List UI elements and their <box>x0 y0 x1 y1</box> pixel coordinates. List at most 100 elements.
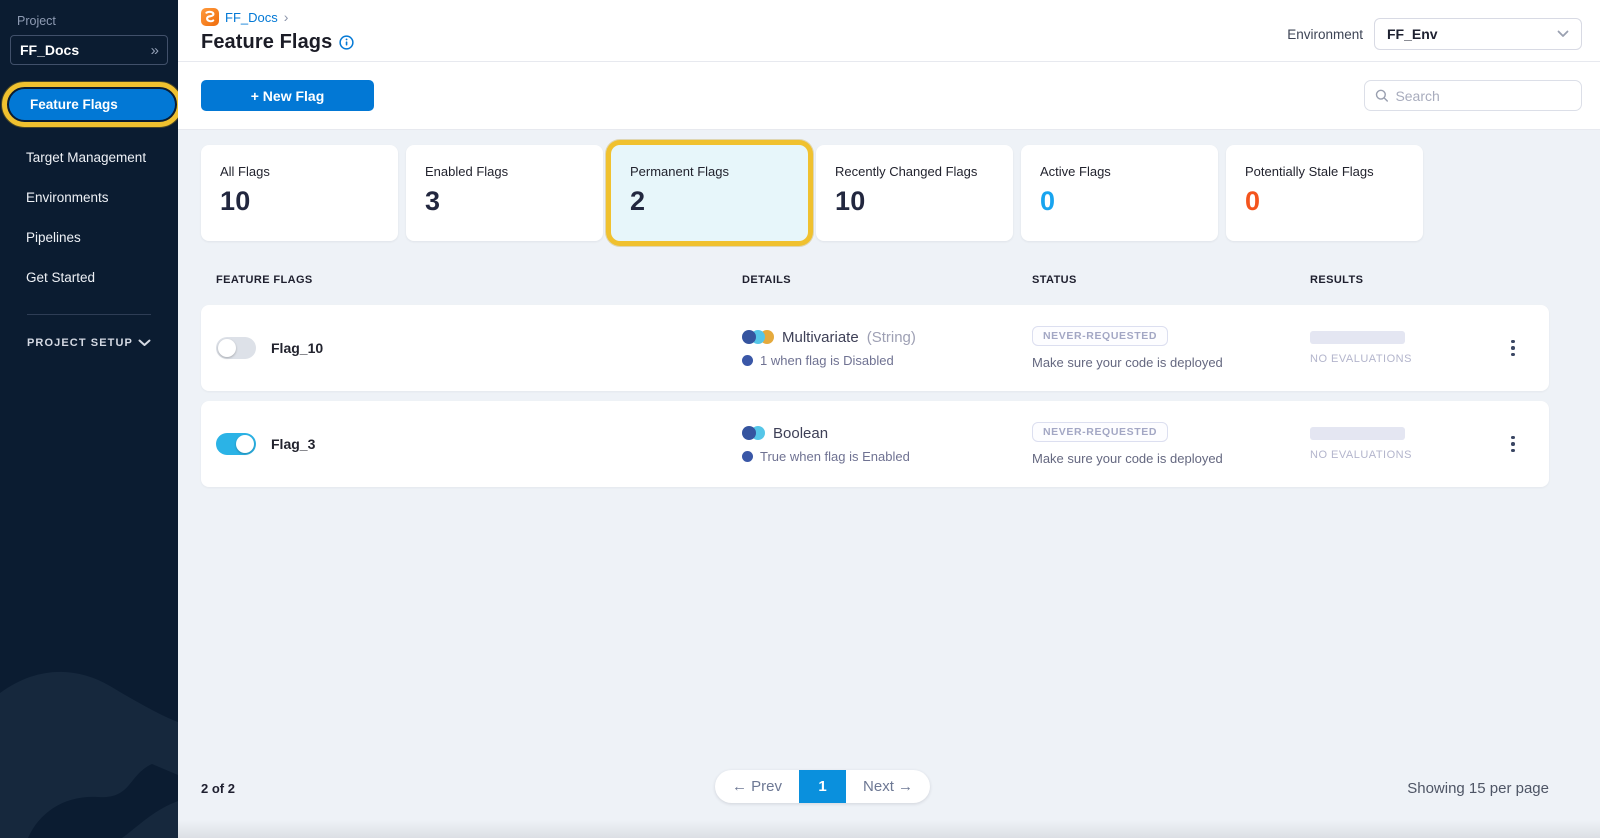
title-row: Feature Flags <box>201 31 354 54</box>
sidebar: Project FF_Docs » Feature Flags Target M… <box>0 0 178 838</box>
footer: 2 of 2 ← Prev 1 Next → Showing 15 per pa… <box>201 756 1549 820</box>
stat-value: 3 <box>425 186 441 216</box>
details-cell: Boolean True when flag is Enabled <box>742 425 1032 464</box>
breadcrumb-chevron-icon: › <box>283 9 289 25</box>
current-page-button[interactable]: 1 <box>799 770 847 803</box>
project-label: Project <box>17 14 56 28</box>
sidebar-item-feature-flags[interactable]: Feature Flags <box>9 89 175 120</box>
stat-label: Potentially Stale Flags <box>1245 164 1374 179</box>
stat-label: Permanent Flags <box>630 164 729 179</box>
flag-name[interactable]: Flag_10 <box>271 340 324 356</box>
info-icon[interactable] <box>339 35 354 50</box>
stat-value: 2 <box>630 186 646 216</box>
per-page-text: Showing 15 per page <box>1407 779 1549 797</box>
variant-dot <box>742 426 756 440</box>
table-header: FEATURE FLAGS DETAILS STATUS RESULTS <box>201 265 1549 295</box>
sidebar-decorative-waves <box>0 671 178 838</box>
flag-toggle[interactable] <box>216 337 256 359</box>
flag-cell: Flag_10 <box>216 337 742 359</box>
results-cell: NO EVALUATIONS <box>1310 427 1493 461</box>
toolbar: + New Flag <box>178 62 1600 130</box>
flag-type: Boolean <box>773 424 829 442</box>
results-text: NO EVALUATIONS <box>1310 353 1412 365</box>
status-text: Make sure your code is deployed <box>1032 355 1223 370</box>
default-rule-text: 1 when flag is Disabled <box>760 352 894 368</box>
stat-value: 0 <box>1040 186 1056 216</box>
variant-dot <box>742 330 756 344</box>
status-cell: NEVER-REQUESTED Make sure your code is d… <box>1032 422 1310 466</box>
stat-value: 10 <box>835 186 866 216</box>
default-variation-dot-icon <box>742 354 753 366</box>
stat-value: 10 <box>220 186 251 216</box>
row-menu-kebab-icon[interactable] <box>1499 427 1527 461</box>
sidebar-item-pipelines[interactable]: Pipelines <box>26 229 81 245</box>
search-input[interactable] <box>1395 87 1571 104</box>
column-header-details: DETAILS <box>742 274 792 286</box>
project-setup-section[interactable]: PROJECT SETUP <box>10 337 168 349</box>
row-menu-kebab-icon[interactable] <box>1499 331 1527 365</box>
harness-ff-logo-icon <box>201 8 219 26</box>
stat-card-all-flags[interactable]: All Flags 10 <box>201 145 398 241</box>
column-header-feature-flags: FEATURE FLAGS <box>216 274 313 286</box>
pagination: ← Prev 1 Next → <box>715 770 931 803</box>
table-row[interactable]: Flag_10 Multivariate (String) 1 when fla… <box>201 305 1549 391</box>
multivariate-variants-icon <box>742 330 774 344</box>
stat-card-enabled-flags[interactable]: Enabled Flags 3 <box>406 145 603 241</box>
sidebar-item-target-management[interactable]: Target Management <box>26 149 147 165</box>
breadcrumb-project-link[interactable]: FF_Docs <box>225 9 278 25</box>
project-setup-label: PROJECT SETUP <box>27 337 133 349</box>
header-left: FF_Docs › Feature Flags <box>201 7 354 61</box>
prev-page-button[interactable]: ← Prev <box>732 778 783 795</box>
expand-sidebar-icon[interactable]: » <box>150 41 159 59</box>
content: All Flags 10 Enabled Flags 3 Permanent F… <box>178 130 1600 820</box>
boolean-variants-icon <box>742 426 765 440</box>
main-area: FF_Docs › Feature Flags Environment FF_E… <box>178 0 1600 838</box>
table-row[interactable]: Flag_3 Boolean True when flag is Enabled… <box>201 401 1549 487</box>
stat-card-permanent-flags[interactable]: Permanent Flags 2 <box>611 145 808 241</box>
feature-flags-annotation-ring: Feature Flags <box>2 82 178 127</box>
default-rule-text: True when flag is Enabled <box>760 448 910 464</box>
sidebar-item-environments[interactable]: Environments <box>26 189 109 205</box>
column-header-status: STATUS <box>1032 274 1077 286</box>
sidebar-item-get-started[interactable]: Get Started <box>26 269 96 285</box>
stat-label: Active Flags <box>1040 164 1111 179</box>
status-badge: NEVER-REQUESTED <box>1032 422 1169 442</box>
stat-value: 0 <box>1245 186 1261 216</box>
breadcrumb: FF_Docs › <box>201 7 354 27</box>
project-selector[interactable]: FF_Docs » <box>10 35 168 65</box>
new-flag-button[interactable]: + New Flag <box>201 80 374 111</box>
next-page-button[interactable]: Next → <box>863 778 914 795</box>
sidebar-divider <box>27 314 151 315</box>
details-cell: Multivariate (String) 1 when flag is Dis… <box>742 329 1032 368</box>
sidebar-nav: Target Management Environments Pipelines… <box>10 137 168 297</box>
toggle-knob <box>236 435 254 453</box>
search-icon <box>1375 89 1388 102</box>
stat-label: All Flags <box>220 164 270 179</box>
bottom-edge-gradient <box>178 820 1600 838</box>
page-header: FF_Docs › Feature Flags Environment FF_E… <box>178 0 1600 62</box>
chevron-down-icon <box>138 339 151 346</box>
flag-cell: Flag_3 <box>216 433 742 455</box>
stats-row: All Flags 10 Enabled Flags 3 Permanent F… <box>201 145 1549 241</box>
stat-card-potentially-stale-flags[interactable]: Potentially Stale Flags 0 <box>1226 145 1423 241</box>
stat-label: Recently Changed Flags <box>835 164 978 179</box>
row-count: 2 of 2 <box>201 780 235 796</box>
environment-value: FF_Env <box>1387 26 1438 42</box>
evaluations-bar <box>1310 427 1405 440</box>
flag-toggle[interactable] <box>216 433 256 455</box>
search-box[interactable] <box>1364 80 1582 111</box>
status-text: Make sure your code is deployed <box>1032 451 1223 466</box>
status-cell: NEVER-REQUESTED Make sure your code is d… <box>1032 326 1310 370</box>
flag-name[interactable]: Flag_3 <box>271 436 316 452</box>
status-badge: NEVER-REQUESTED <box>1032 326 1169 346</box>
results-text: NO EVALUATIONS <box>1310 449 1412 461</box>
flag-type-suffix: (String) <box>866 328 916 346</box>
flag-type: Multivariate <box>782 328 859 346</box>
stat-card-active-flags[interactable]: Active Flags 0 <box>1021 145 1218 241</box>
results-cell: NO EVALUATIONS <box>1310 331 1493 365</box>
chevron-down-icon <box>1557 30 1569 37</box>
stat-card-recently-changed-flags[interactable]: Recently Changed Flags 10 <box>816 145 1013 241</box>
environment-select[interactable]: FF_Env <box>1374 18 1582 50</box>
default-variation-dot-icon <box>742 450 753 462</box>
environment-label: Environment <box>1287 26 1363 42</box>
